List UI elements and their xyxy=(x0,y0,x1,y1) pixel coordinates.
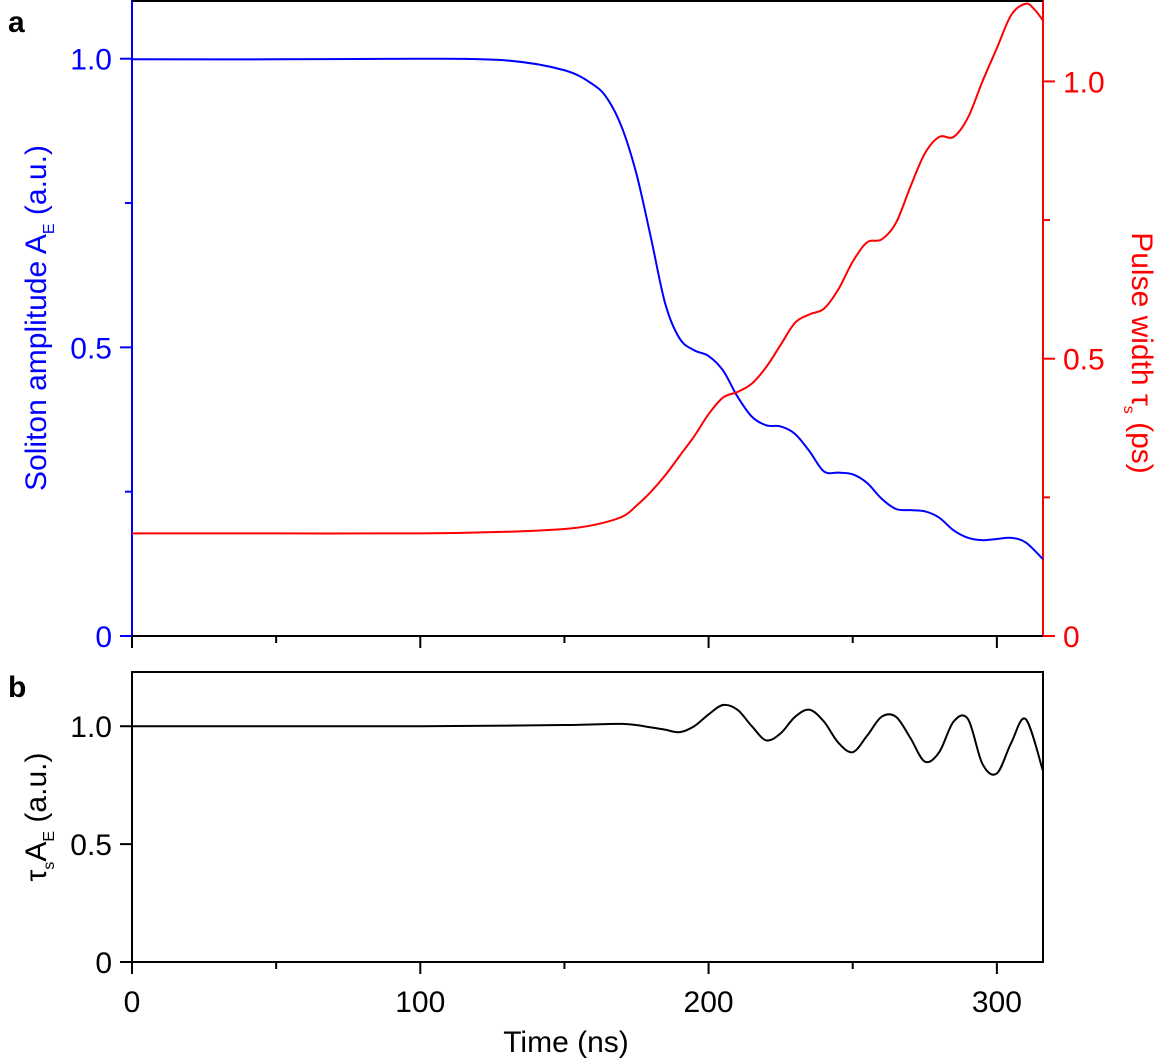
b-axis-title-sub2: E xyxy=(41,831,58,842)
b-axis-title-sub1: s xyxy=(41,862,58,870)
x-tick-label: 100 xyxy=(395,986,445,1019)
x-tick-label: 0 xyxy=(124,986,141,1019)
series-b xyxy=(131,703,1044,776)
right-y-tick-label: 1.0 xyxy=(1063,66,1105,99)
axis-ticks-a: 0 0.5 1.0 0 0.5 1.0 xyxy=(70,44,1104,654)
panel-a: 0 0.5 1.0 0 0.5 1.0 Soliton amplitude AE (a.u… xyxy=(20,0,1158,654)
left-axis-title-sub: E xyxy=(41,223,58,234)
b-axis-title-main: τ xyxy=(20,869,53,881)
panel-label-b: b xyxy=(8,671,26,704)
right-y-tick-label: 0 xyxy=(1063,621,1080,654)
left-y-tick-label: 0 xyxy=(95,621,112,654)
right-axis-title-main: Pulse width τ xyxy=(1125,232,1158,406)
panel-b: 0 100 200 300 0 0.5 1.0 τsAE (a.u.) Time (ns) xyxy=(20,671,1044,1059)
y-tick-label-b: 0.5 xyxy=(70,829,112,862)
left-axis-title-tail: (a.u.) xyxy=(20,145,53,223)
left-axis-title: Soliton amplitude AE (a.u.) xyxy=(20,145,58,491)
right-axis-title: Pulse width τs (ps) xyxy=(1120,232,1158,474)
panel-label-a: a xyxy=(8,6,25,39)
axis-ticks-b: 0 100 200 300 0 0.5 1.0 xyxy=(70,711,1022,1019)
x-axis-title: Time (ns) xyxy=(503,1026,629,1059)
left-y-tick-label: 1.0 xyxy=(70,44,112,77)
b-axis-title-tail: (a.u.) xyxy=(20,753,53,831)
series-a xyxy=(131,2,1044,560)
y-tick-label-b: 0 xyxy=(95,947,112,980)
plot-frame-b xyxy=(131,671,1044,963)
soliton-amplitude-line xyxy=(131,57,1044,560)
x-tick-label: 300 xyxy=(972,986,1022,1019)
right-axis-title-tail: (ps) xyxy=(1125,414,1158,474)
b-axis-title-mid: A xyxy=(20,842,53,862)
y-tick-label-b: 1.0 xyxy=(70,711,112,744)
b-axis-title: τsAE (a.u.) xyxy=(20,753,58,882)
pulse-width-line xyxy=(132,2,1044,535)
right-axis-title-sub: s xyxy=(1120,406,1137,414)
product-line xyxy=(131,703,1044,776)
x-tick-label: 200 xyxy=(684,986,734,1019)
left-y-tick-label: 0.5 xyxy=(70,332,112,365)
left-axis-title-main: Soliton amplitude A xyxy=(20,234,53,491)
right-y-tick-label: 0.5 xyxy=(1063,344,1105,377)
